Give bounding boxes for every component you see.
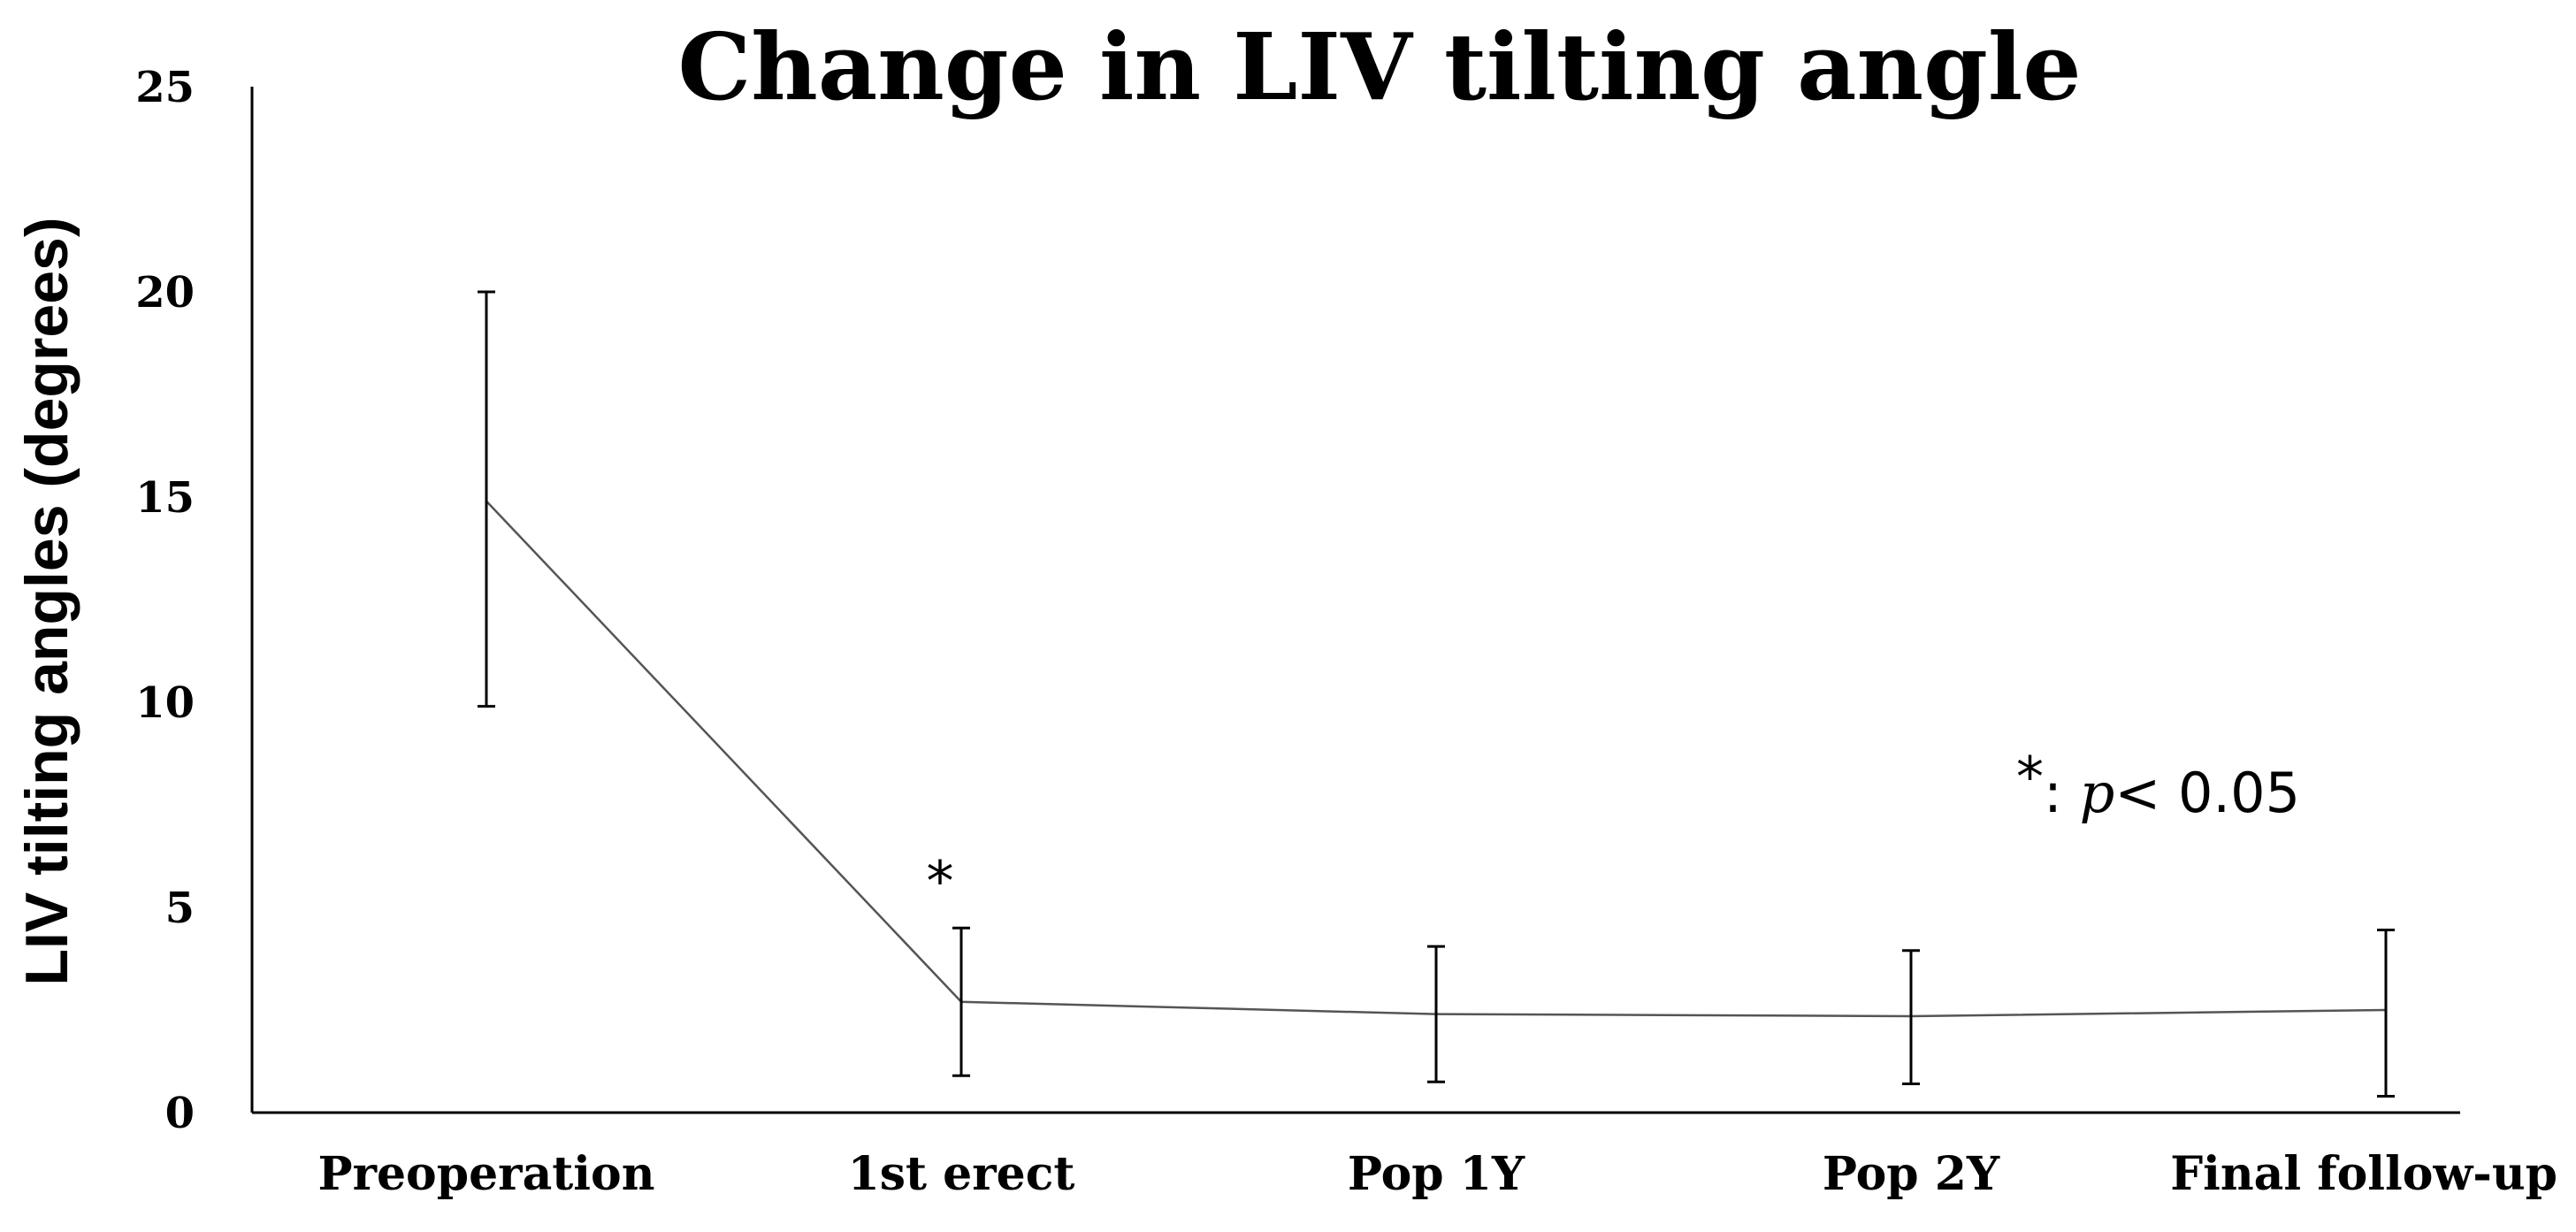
y-axis-label: LIV tilting angles (degrees) (13, 217, 80, 985)
x-tick-label: Pop 1Y (1348, 1147, 1525, 1201)
x-tick-labels: Preoperation 1st erect Pop 1Y Pop 2Y Final f… (317, 1147, 2557, 1201)
y-tick-labels: 0 5 10 15 20 25 (135, 63, 195, 1138)
y-tick-label: 0 (165, 1089, 195, 1138)
p-note-colon: : (2044, 761, 2080, 825)
error-bar (1902, 949, 1920, 1086)
x-tick-label: Final follow-up (2170, 1147, 2557, 1201)
p-note-value: < 0.05 (2114, 761, 2300, 825)
error-bar (2377, 929, 2395, 1098)
x-tick-label: 1st erect (848, 1147, 1075, 1201)
y-tick-label: 25 (135, 63, 195, 112)
y-tick-label: 10 (135, 678, 195, 728)
error-bar (1427, 945, 1445, 1083)
p-note-star: * (2016, 745, 2044, 809)
p-value-note: *: p< 0.05 (2016, 745, 2300, 825)
x-tick-label: Preoperation (317, 1147, 654, 1201)
annotations: **: p< 0.05 (927, 745, 2301, 914)
y-tick-label: 20 (135, 268, 195, 318)
y-tick-label: 15 (135, 473, 195, 523)
y-tick-label: 5 (165, 884, 195, 933)
series-line (485, 500, 2387, 1018)
significance-star: * (927, 849, 954, 914)
error-bar (952, 926, 970, 1077)
error-bars (478, 290, 2395, 1098)
p-note-p: p (2080, 761, 2115, 825)
chart-title: Change in LIV tilting angle (677, 12, 2081, 121)
x-tick-label: Pop 2Y (1823, 1147, 2000, 1201)
series-layer (485, 500, 2388, 1018)
error-bar (478, 290, 495, 708)
